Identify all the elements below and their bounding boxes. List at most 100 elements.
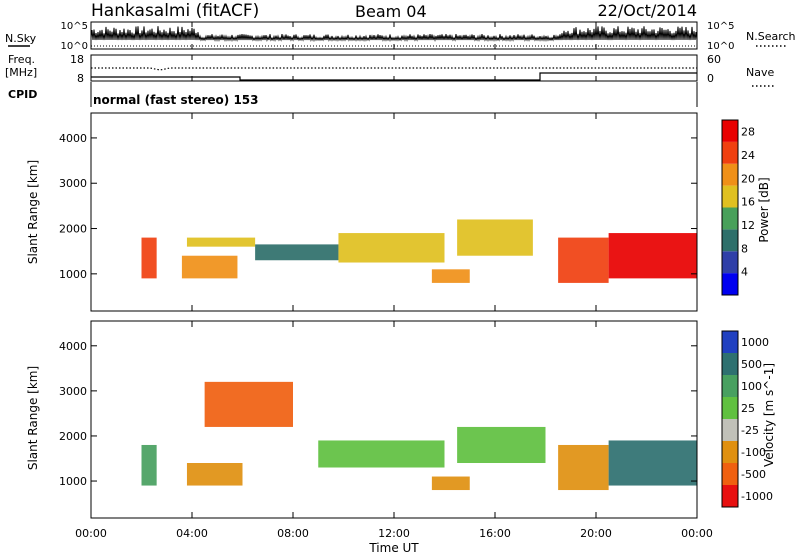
y-tick-label-3: 4000	[59, 340, 87, 353]
colorbar-swatch-7	[722, 120, 738, 142]
x-tick-label-5: 20:00	[580, 527, 612, 540]
beam-label: Beam 04	[355, 2, 427, 21]
frequency-trace	[91, 67, 697, 71]
x-tick-label-1: 04:00	[176, 527, 208, 540]
station-title: Hankasalmi (fitACF)	[91, 1, 259, 21]
echo-region-7	[558, 237, 609, 283]
freq-unit-label: [MHz]	[5, 66, 37, 79]
y-tick-label-1: 2000	[59, 223, 87, 236]
velocity-colorbar-tick-0: 1000	[741, 336, 769, 349]
y-tick-label-2: 3000	[59, 385, 87, 398]
echo-region-1	[181, 255, 238, 279]
power-colorbar-tick-0: 4	[741, 266, 748, 279]
x-tick-label-2: 08:00	[277, 527, 309, 540]
colorbar-swatch-6	[722, 463, 738, 485]
colorbar-swatch-5	[722, 163, 738, 186]
echo-region-2	[204, 381, 293, 427]
colorbar-swatch-3	[722, 397, 738, 419]
power-colorbar: 4 8 12 16 20 24 28	[721, 119, 755, 296]
freq-tick-top: 18	[70, 53, 84, 66]
colorbar-swatch-4	[722, 185, 738, 208]
echo-region-4	[338, 233, 445, 263]
colorbar-swatch-7	[722, 485, 738, 507]
time-axis: 00:00 04:00 08:00 12:00 16:00 20:00 00:00	[75, 22, 713, 540]
colorbar-swatch-2	[722, 375, 738, 397]
velocity-echo-blocks	[141, 381, 697, 491]
noise-tick-top-left: 10^5	[61, 21, 88, 32]
velocity-ylabel: Slant Range [km]	[26, 366, 40, 470]
y-tick-label-0: 1000	[59, 268, 87, 281]
x-tick-label-4: 16:00	[479, 527, 511, 540]
power-colorbar-label: Power [dB]	[757, 177, 771, 242]
noise-left-label: N.Sky	[5, 32, 37, 45]
power-colorbar-tick-5: 24	[741, 149, 755, 162]
velocity-colorbar-tick-7: -1000	[741, 490, 773, 503]
echo-region-6	[558, 444, 609, 491]
colorbar-frame	[721, 330, 739, 508]
noise-sky-bars	[90, 26, 698, 47]
velocity-colorbar-tick-6: -500	[741, 468, 766, 481]
echo-region-5	[457, 426, 546, 464]
velocity-colorbar-tick-2: 100	[741, 380, 762, 393]
velocity-colorbar-tick-1: 500	[741, 358, 762, 371]
noise-tick-top-right: 10^5	[707, 21, 734, 32]
echo-region-0	[141, 444, 157, 486]
colorbar-swatch-0	[722, 331, 738, 353]
echo-region-3	[318, 440, 445, 468]
echo-region-6	[431, 269, 470, 283]
colorbar-swatch-1	[722, 251, 738, 274]
velocity-colorbar-label: Velocity [m s^-1]	[762, 363, 776, 467]
y-tick-label-2: 3000	[59, 177, 87, 190]
date-label: 22/Oct/2014	[597, 1, 697, 20]
nave-tick-top: 60	[707, 53, 721, 66]
freq-label: Freq.	[8, 53, 35, 66]
colorbar-swatch-0	[722, 273, 738, 295]
power-axes: 1000 2000 3000 4000	[59, 132, 697, 281]
nave-label: Nave	[746, 66, 774, 79]
velocity-colorbar-tick-3: 25	[741, 402, 755, 415]
freq-nave-lines	[91, 67, 697, 81]
y-tick-label-3: 4000	[59, 132, 87, 145]
echo-region-4	[431, 476, 470, 491]
y-tick-label-0: 1000	[59, 475, 87, 488]
cpid-mode: normal (fast stereo) 153	[93, 93, 259, 107]
echo-region-3	[255, 244, 339, 261]
velocity-colorbar-tick-4: -25	[741, 424, 759, 437]
nave-tick-bottom: 0	[707, 72, 714, 85]
noise-tick-bottom-right: 10^0	[707, 41, 734, 52]
echo-region-0	[141, 237, 157, 279]
echo-region-7	[608, 440, 697, 486]
noise-tick-bottom-left: 10^0	[61, 41, 88, 52]
y-tick-label-1: 2000	[59, 430, 87, 443]
velocity-colorbar-tick-5: -100	[741, 446, 766, 459]
colorbar-swatch-5	[722, 441, 738, 463]
x-tick-label-0: 00:00	[75, 527, 107, 540]
velocity-axes: 1000 2000 3000 4000	[59, 340, 697, 488]
colorbar-swatch-6	[722, 141, 738, 164]
colorbar-swatch-4	[722, 419, 738, 441]
echo-region-8	[608, 233, 697, 279]
noise-right-label: N.Search	[746, 30, 796, 43]
colorbar-swatch-1	[722, 353, 738, 375]
colorbar-frame	[721, 119, 739, 296]
freq-tick-bottom: 8	[77, 72, 84, 85]
colorbar-swatch-3	[722, 207, 738, 230]
echo-region-5	[457, 219, 533, 256]
power-colorbar-tick-6: 28	[741, 126, 755, 139]
power-colorbar-tick-2: 12	[741, 219, 755, 232]
x-tick-label-3: 12:00	[378, 527, 410, 540]
power-colorbar-tick-1: 8	[741, 242, 748, 255]
power-echo-blocks	[141, 219, 697, 283]
x-tick-label-6: 00:00	[681, 527, 713, 540]
echo-region-1	[186, 463, 243, 486]
power-ylabel: Slant Range [km]	[26, 160, 40, 264]
velocity-colorbar: 1000 500 100 25 -25 -100 -500 -1000	[721, 330, 773, 508]
x-axis-label: Time UT	[368, 541, 419, 554]
noise-sky-trace	[90, 26, 698, 42]
colorbar-swatch-2	[722, 229, 738, 252]
echo-region-2	[186, 237, 256, 247]
power-colorbar-tick-3: 16	[741, 196, 755, 209]
nave-trace	[91, 72, 697, 81]
power-colorbar-tick-4: 20	[741, 172, 755, 185]
